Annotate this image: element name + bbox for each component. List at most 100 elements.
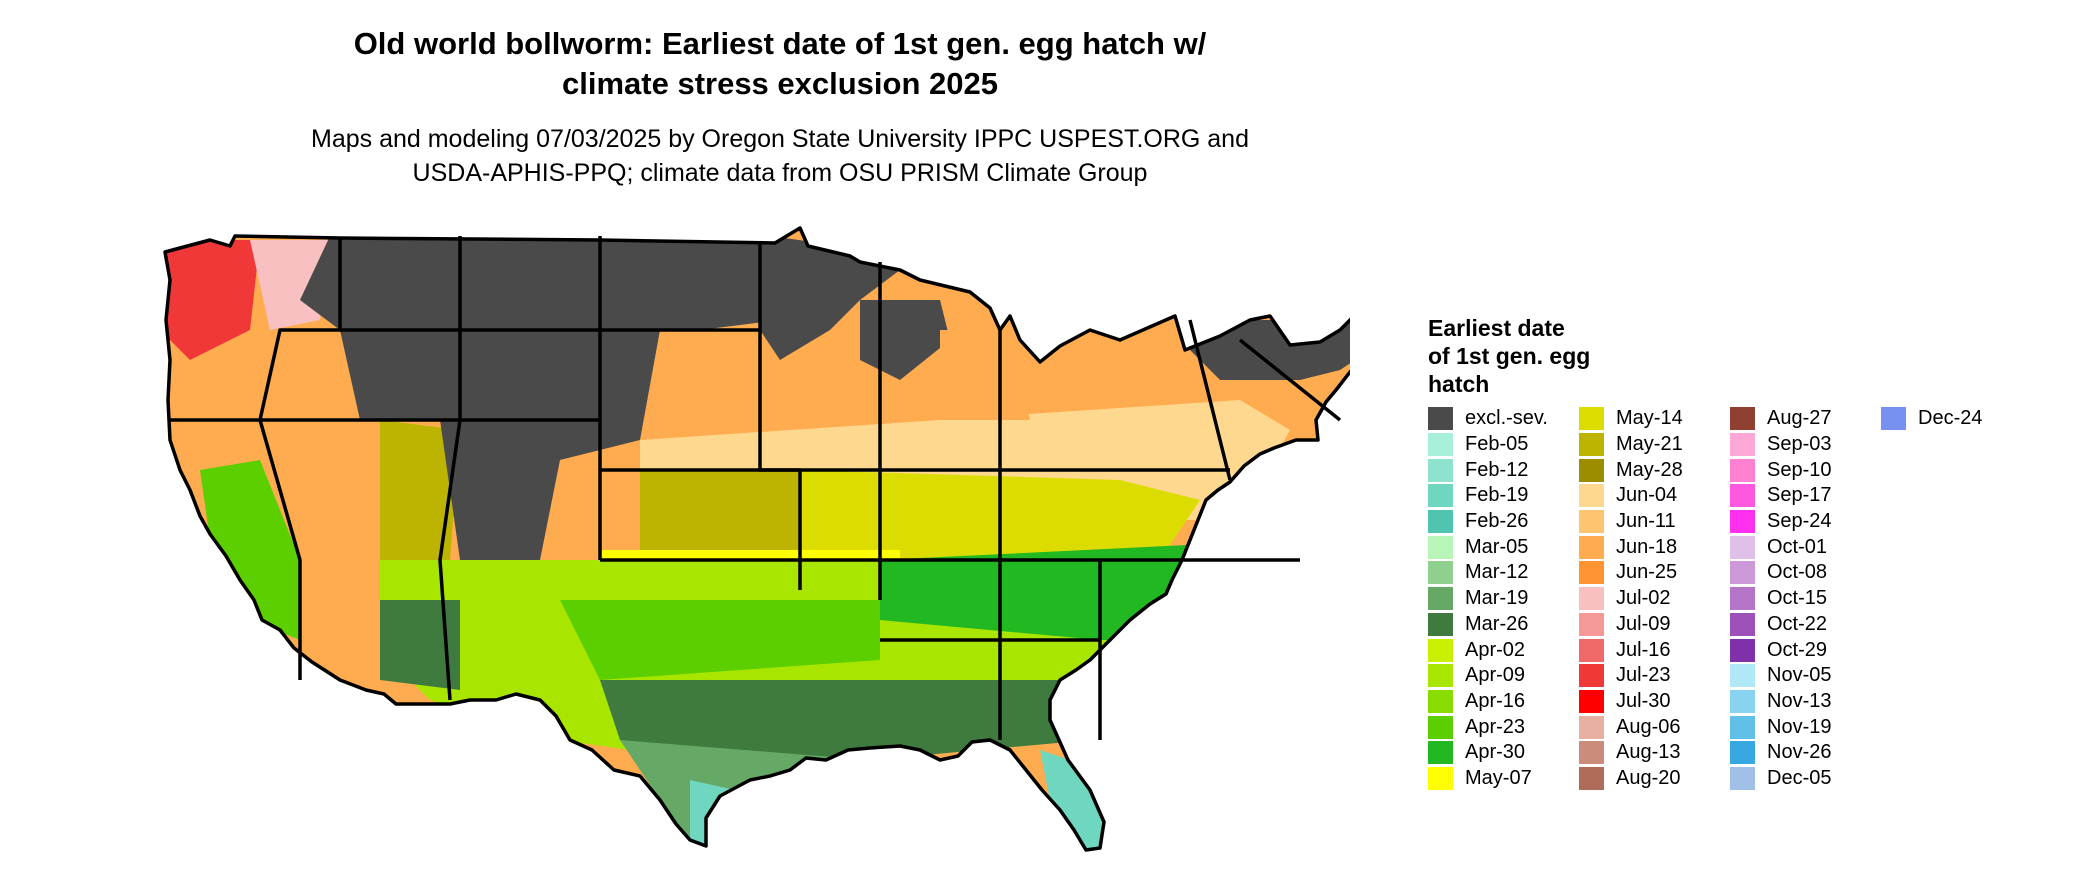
zone-excluded-wisconsin [860, 300, 950, 380]
legend-label: Apr-02 [1465, 638, 1526, 661]
legend-label: Nov-13 [1767, 689, 1832, 712]
border-west-1 [258, 238, 342, 680]
legend-label: Oct-08 [1767, 561, 1828, 584]
legend-label: Mar-26 [1465, 612, 1529, 635]
zone-excluded-minnesota [760, 236, 900, 360]
legend-swatch [1730, 484, 1755, 508]
legend-swatch [1730, 561, 1755, 585]
legend-item: May-21 [1579, 432, 1716, 458]
legend-label: Apr-09 [1465, 664, 1526, 687]
legend-item: Jul-23 [1579, 663, 1716, 689]
legend-item: May-07 [1428, 766, 1565, 792]
border-west-2 [438, 236, 462, 701]
legend-label: May-28 [1616, 458, 1683, 481]
legend-item: Apr-09 [1428, 663, 1565, 689]
legend-swatch [1579, 766, 1604, 790]
legend-label: May-07 [1465, 766, 1532, 789]
legend-item: Feb-05 [1428, 432, 1565, 458]
legend-item: Oct-08 [1730, 560, 1867, 586]
legend-item: Jun-18 [1579, 534, 1716, 560]
legend-swatch [1730, 587, 1755, 611]
zone-northwest-red [165, 240, 260, 360]
legend-item: Nov-19 [1730, 714, 1867, 740]
legend-label: Jul-23 [1616, 664, 1671, 687]
legend-swatch [1579, 561, 1604, 585]
legend-label: Jul-16 [1616, 638, 1671, 661]
legend-label: Aug-06 [1616, 715, 1681, 738]
zone-excluded-northeast [1190, 290, 1385, 380]
legend-item: Mar-26 [1428, 612, 1565, 638]
legend-label: Apr-23 [1465, 715, 1526, 738]
legend-label: Oct-29 [1767, 638, 1828, 661]
legend-item: Sep-03 [1730, 432, 1867, 458]
legend-swatch [1579, 638, 1604, 662]
legend-item: Oct-22 [1730, 612, 1867, 638]
legend-swatch [1730, 715, 1755, 739]
legend-swatch [1730, 689, 1755, 713]
legend-label: Aug-20 [1616, 766, 1681, 789]
legend-item: Aug-06 [1579, 714, 1716, 740]
legend-swatch [1579, 664, 1604, 688]
legend-item: Feb-12 [1428, 457, 1565, 483]
legend-item: Dec-05 [1730, 766, 1867, 792]
legend-label: Nov-05 [1767, 664, 1832, 687]
legend-swatch [1428, 638, 1453, 662]
legend-column: Dec-24 [1881, 406, 2018, 791]
legend-label: Oct-15 [1767, 587, 1828, 610]
legend-item: Oct-01 [1730, 534, 1867, 560]
legend-swatch [1428, 587, 1453, 611]
legend-label: Sep-24 [1767, 510, 1832, 533]
legend-columns: excl.-sev. Feb-05 Feb-12 Feb-19 Feb-26 Mar-05… [1428, 406, 2018, 791]
legend-swatch [1579, 741, 1604, 765]
border-northeast-2 [1238, 338, 1342, 422]
map-title: Old world bollworm: Earliest date of 1st… [353, 26, 1207, 101]
legend-label: May-21 [1616, 433, 1683, 456]
legend-column: Aug-27 Sep-03 Sep-10 Sep-17 Sep-24 Oct-01 Oct-… [1730, 406, 1867, 791]
legend-swatch [1730, 510, 1755, 534]
legend-label: Jul-02 [1616, 587, 1671, 610]
us-outline [163, 226, 1390, 852]
legend: Earliest date of 1st gen. egg hatch excl… [1428, 314, 2018, 791]
legend-item: Mar-12 [1428, 560, 1565, 586]
legend-swatch [1730, 741, 1755, 765]
legend-item: Oct-29 [1730, 637, 1867, 663]
legend-label: Feb-05 [1465, 433, 1529, 456]
legend-item: Jul-09 [1579, 612, 1716, 638]
zone-kansas-olive [640, 470, 820, 560]
legend-item: Sep-24 [1730, 509, 1867, 535]
legend-label: May-14 [1616, 407, 1683, 430]
legend-label: Dec-24 [1918, 407, 1983, 430]
zone-south-texas-teal [690, 780, 780, 850]
legend-label: excl.-sev. [1465, 407, 1548, 430]
legend-item: Sep-10 [1730, 457, 1867, 483]
legend-swatch [1579, 715, 1604, 739]
zone-excluded-north [300, 236, 780, 560]
legend-label: Mar-19 [1465, 587, 1529, 610]
legend-label: Nov-26 [1767, 741, 1832, 764]
legend-label: Jun-04 [1616, 484, 1678, 507]
zone-arizona-dark [380, 600, 460, 690]
legend-label: Sep-17 [1767, 484, 1832, 507]
legend-swatch [1579, 433, 1604, 457]
legend-label: Oct-01 [1767, 535, 1828, 558]
legend-swatch [1428, 715, 1453, 739]
legend-label: Aug-13 [1616, 741, 1681, 764]
legend-item: Jul-02 [1579, 586, 1716, 612]
legend-label: Aug-27 [1767, 407, 1832, 430]
us-map-svg [163, 226, 1390, 852]
legend-swatch [1428, 510, 1453, 534]
legend-label: Mar-12 [1465, 561, 1529, 584]
legend-swatch [1579, 535, 1604, 559]
legend-label: Jun-25 [1616, 561, 1678, 584]
legend-swatch [1579, 612, 1604, 636]
legend-item: Mar-05 [1428, 534, 1565, 560]
legend-swatch [1428, 766, 1453, 790]
legend-item: Aug-13 [1579, 740, 1716, 766]
legend-swatch [1881, 407, 1906, 431]
legend-swatch [1428, 561, 1453, 585]
legend-label: Jul-30 [1616, 689, 1671, 712]
legend-swatch [1428, 664, 1453, 688]
legend-item: Nov-26 [1730, 740, 1867, 766]
legend-swatch [1579, 407, 1604, 431]
legend-item: Jun-25 [1579, 560, 1716, 586]
